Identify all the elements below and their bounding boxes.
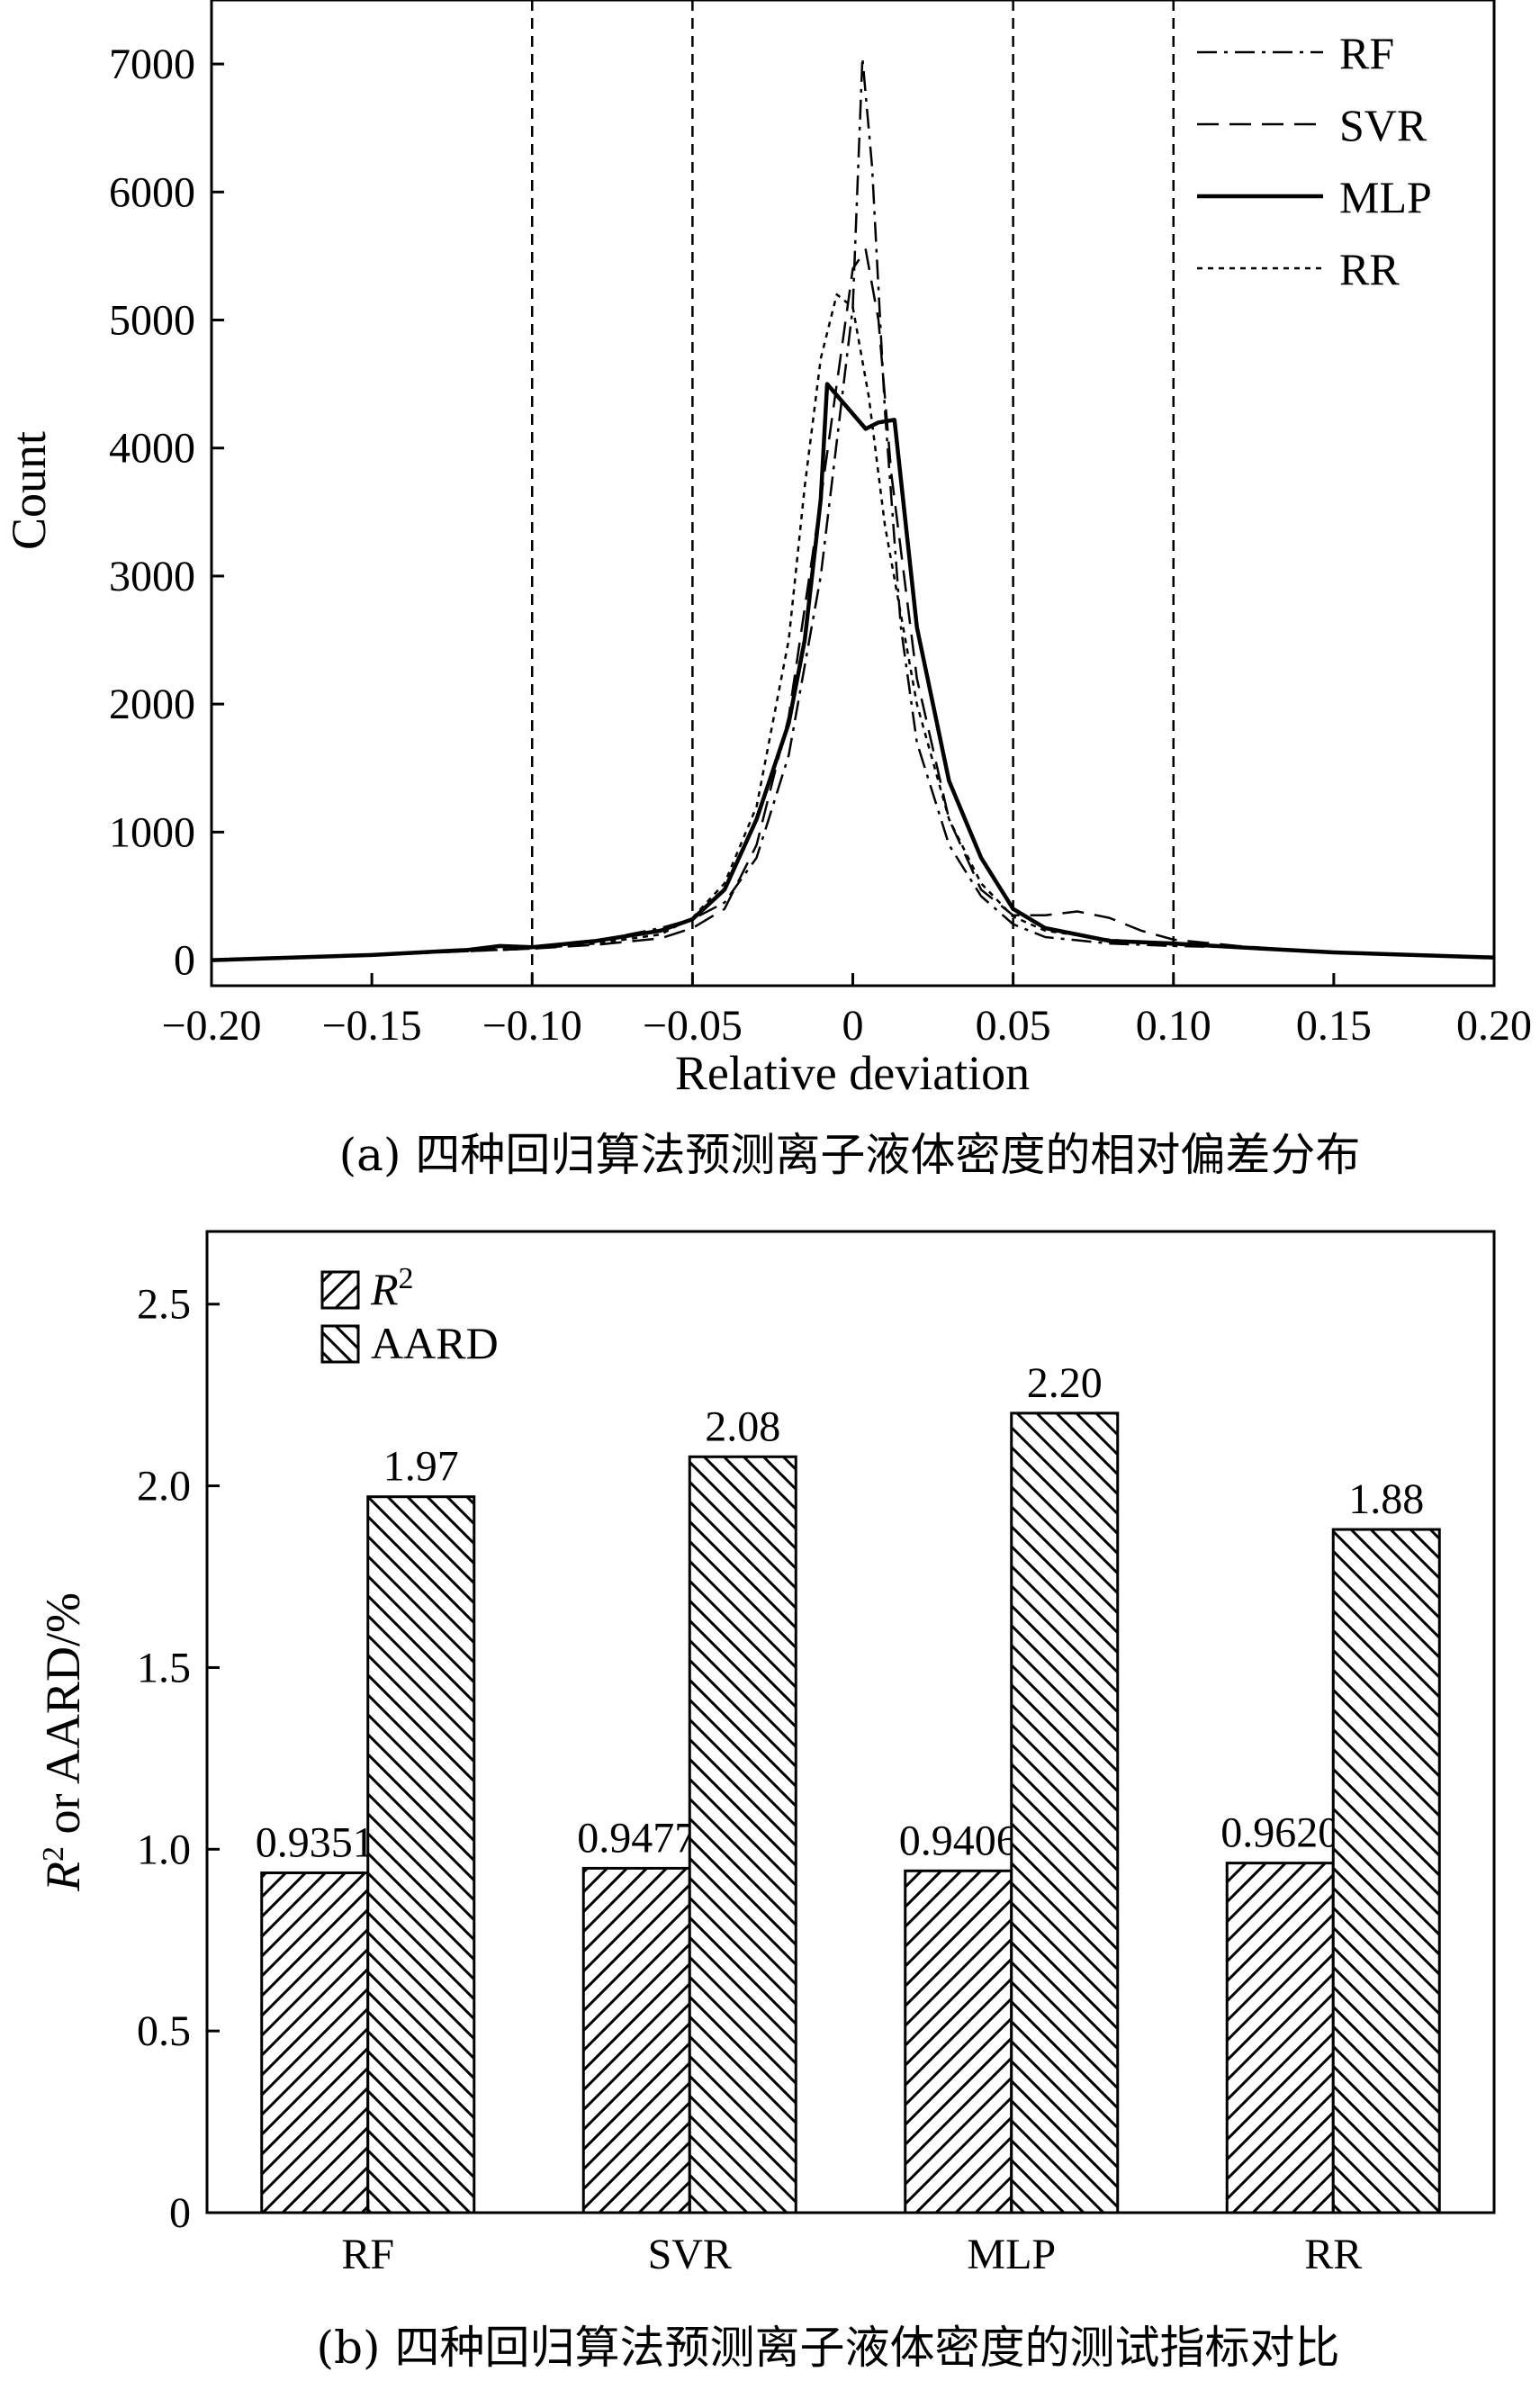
bar-mlp-r	[904, 1869, 1013, 2214]
y-axis-label: R2 or AARD/%	[36, 1592, 90, 1892]
x-axis-ticks: −0.20 −0.15 −0.10 −0.05 0 0.05 0.10 0.15 0.20	[161, 973, 1532, 1050]
panel-a-plot-frame	[210, 0, 1496, 988]
x-axis-ticks: RF SVR MLP RR	[341, 2200, 1362, 2278]
x-tick-label: −0.10	[482, 1002, 582, 1050]
x-tick-label: RF	[341, 2231, 394, 2278]
x-tick-label: 0.10	[1136, 1002, 1211, 1050]
panel-b-bar-chart: 0.9351 1.97 0.9477 2.08 0.9406 2.20 0.9620 1.88…	[36, 1230, 1496, 2374]
x-tick-label: SVR	[648, 2231, 732, 2278]
data-label: 2.20	[1027, 1359, 1103, 1407]
x-tick-label: 0.20	[1456, 1002, 1532, 1050]
bar-mlp-aard	[1010, 1411, 1120, 2214]
y-tick-label: 5000	[109, 297, 195, 345]
legend-label-rf: RF	[1339, 28, 1394, 78]
x-tick-label: 0.15	[1296, 1002, 1372, 1050]
x-tick-label: MLP	[967, 2231, 1056, 2278]
data-label: 0.9351	[256, 1818, 374, 1866]
bars-group: 0.9351 1.97 0.9477 2.08 0.9406 2.20 0.9620 1.88	[256, 1359, 1441, 2214]
data-label: 0.9620	[1220, 1809, 1339, 1857]
series-line-rf	[211, 56, 1495, 961]
legend-label-mlp: MLP	[1339, 172, 1432, 222]
legend-swatch-r	[320, 1270, 360, 1310]
bar-rr-aard	[1331, 1528, 1441, 2214]
y-tick-label: 7000	[109, 41, 195, 88]
y-tick-label: 1.0	[137, 1826, 191, 1873]
y-tick-label: 6000	[109, 168, 195, 216]
y-tick-label: 4000	[109, 425, 195, 473]
reference-lines	[531, 0, 1175, 986]
series-line-svr	[211, 248, 1495, 961]
panel-b-caption: (b) 四种回归算法预测离子液体密度的测试指标对比	[317, 2322, 1340, 2374]
y-axis-label: Count	[2, 431, 56, 550]
x-tick-label: 0	[842, 1002, 864, 1050]
x-tick-label: −0.05	[643, 1002, 743, 1050]
bar-svr-aard	[688, 1455, 797, 2214]
y-tick-label: 2000	[109, 681, 195, 728]
data-label: 0.9406	[899, 1817, 1018, 1864]
series-line-rr	[211, 293, 1495, 961]
y-tick-label: 0	[174, 937, 195, 985]
legend-label-aard: AARD	[371, 1318, 499, 1368]
series-line-mlp	[211, 382, 1495, 962]
bar-rf-aard	[366, 1495, 476, 2214]
legend-label-rr: RR	[1339, 244, 1400, 294]
y-tick-label: 1000	[109, 808, 195, 856]
x-tick-label: 0.05	[976, 1002, 1051, 1050]
panel-a-caption: (a) 四种回归算法预测离子液体密度的相对偏差分布	[339, 1129, 1361, 1181]
x-axis-label: Relative deviation	[675, 1046, 1030, 1100]
x-tick-label: RR	[1304, 2231, 1362, 2278]
panel-a-line-chart: −0.20 −0.15 −0.10 −0.05 0 0.05 0.10 0.15 0.20 0 1…	[2, 0, 1532, 1181]
series-group	[211, 56, 1495, 962]
legend-label-r: R2	[370, 1262, 414, 1314]
data-label: 1.97	[383, 1443, 459, 1491]
bar-rr-r	[1225, 1862, 1335, 2214]
y-tick-label: 3000	[109, 553, 195, 600]
y-tick-label: 0	[169, 2189, 191, 2237]
y-tick-label: 2.5	[137, 1281, 191, 1329]
y-tick-label: 0.5	[137, 2007, 191, 2055]
legend: RF SVR MLP RR	[1197, 28, 1432, 294]
legend-label-svr: SVR	[1339, 100, 1427, 150]
panel-b-plot-frame	[205, 1230, 1496, 2214]
y-axis-ticks: 0 1000 2000 3000 4000 5000 6000 7000	[109, 41, 224, 985]
x-tick-label: −0.20	[161, 1002, 261, 1050]
legend-swatch-aard	[320, 1324, 360, 1364]
data-label: 0.9477	[577, 1814, 696, 1862]
y-axis-ticks: 0 0.5 1.0 1.5 2.0 2.5	[137, 1281, 220, 2237]
data-label: 2.08	[705, 1402, 780, 1450]
y-tick-label: 1.5	[137, 1644, 191, 1691]
x-tick-label: −0.15	[322, 1002, 422, 1050]
y-tick-label: 2.0	[137, 1463, 191, 1511]
bar-svr-r	[581, 1866, 691, 2214]
data-label: 1.88	[1348, 1475, 1424, 1523]
bar-rf-r	[260, 1871, 370, 2214]
